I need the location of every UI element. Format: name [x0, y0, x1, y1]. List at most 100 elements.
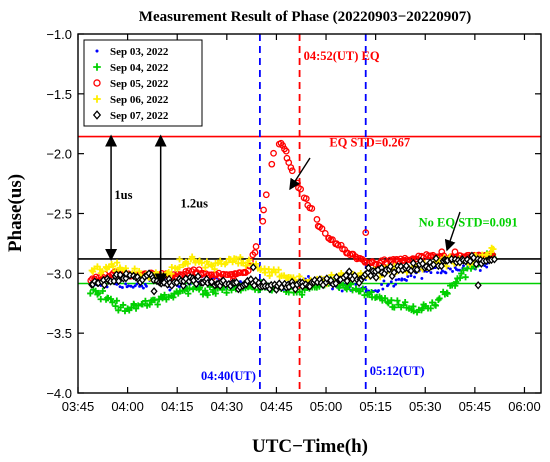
series-3-point	[296, 273, 303, 280]
series-0-point	[373, 289, 377, 293]
annotation-1: 1.2us	[181, 197, 209, 211]
series-1-point	[391, 304, 398, 311]
series-1-point	[204, 291, 211, 299]
x-tick-label: 05:00	[310, 399, 343, 414]
series-1-point	[462, 273, 469, 281]
series-0-point	[389, 280, 393, 284]
x-tick-label: 05:15	[359, 399, 392, 414]
reference-label-3: 04:40(UT)	[201, 369, 256, 383]
series-2-point	[270, 149, 277, 157]
annotation-0: 1us	[114, 188, 132, 202]
series-1-point	[154, 301, 161, 308]
series-1-point	[444, 290, 451, 297]
series-0-point	[436, 271, 439, 275]
legend-box	[83, 39, 203, 127]
series-2-point	[334, 241, 342, 249]
pointer-arrow-1	[444, 211, 461, 252]
series-4-point	[100, 280, 108, 290]
series-2-point	[260, 206, 267, 214]
series-2-point	[259, 217, 267, 225]
series-3-point	[135, 268, 143, 275]
series-1-point	[189, 285, 197, 293]
y-tick-label: −2.5	[46, 207, 72, 222]
series-2-outlier	[438, 248, 446, 256]
series-0-point	[145, 284, 148, 288]
legend-marker-3	[93, 95, 101, 103]
series-1-point	[99, 287, 106, 295]
series-4-point	[179, 281, 187, 290]
series-1-point	[113, 297, 121, 304]
series-1-point	[436, 295, 443, 302]
series-2-point	[287, 164, 295, 171]
y-tick-label: −1.0	[46, 27, 72, 42]
series-1-point	[223, 289, 230, 296]
series-0-point	[129, 284, 133, 288]
series-1-point	[112, 302, 119, 310]
series-1-point	[184, 290, 192, 297]
series-3-point	[229, 258, 236, 266]
series-3-point	[490, 245, 497, 253]
series-1-point	[142, 297, 149, 305]
series-1-point	[186, 285, 193, 292]
series-3-point	[223, 259, 230, 266]
series-1-point	[170, 294, 177, 301]
series-3-point	[245, 256, 253, 264]
series-4-points	[88, 251, 499, 296]
series-4-outlier	[249, 263, 257, 272]
series-4-point	[413, 265, 421, 274]
series-1-point	[359, 285, 367, 292]
series-3-point	[131, 265, 138, 272]
series-4-outlier	[150, 287, 158, 296]
series-2-point	[337, 241, 345, 249]
series-1-point	[95, 289, 102, 297]
series-4-point	[364, 263, 373, 273]
series-4-outlier	[474, 281, 482, 290]
y-axis-label: Phase(us)	[5, 174, 26, 252]
pointer-arrow-0	[289, 157, 311, 191]
series-2-point	[321, 229, 329, 237]
y-tick-label: −3.0	[46, 266, 72, 281]
series-2-point	[308, 205, 316, 212]
series-0-point	[420, 277, 424, 280]
series-3-point	[168, 270, 175, 277]
series-0-point	[462, 264, 465, 268]
series-4-point	[432, 254, 440, 263]
plot-area: 04:40(UT) 04:52(UT) EQ 05:12(UT) 1us 1.2us EQ…	[78, 34, 541, 393]
series-0-point	[441, 269, 444, 273]
series-1-point	[452, 278, 460, 286]
series-1-point	[458, 270, 465, 277]
series-4-point	[409, 258, 417, 268]
x-tick-label: 04:00	[111, 399, 144, 414]
annotation-3: No EQ STD=0.091	[419, 216, 518, 230]
series-3-point	[237, 254, 244, 261]
series-1-point	[451, 282, 459, 289]
series-0-point	[120, 286, 124, 289]
series-1-point	[343, 286, 350, 293]
series-4-point	[490, 255, 499, 264]
series-4-point	[232, 278, 241, 287]
x-axis-label: UTC−Time(h)	[252, 436, 368, 457]
annotation-2: EQ STD=0.267	[329, 135, 410, 149]
y-tick-label: −2.0	[46, 147, 72, 162]
legend-label-1: Sep 04, 2022	[110, 62, 169, 74]
series-0-point	[409, 274, 413, 278]
series-1-point	[460, 267, 467, 274]
series-0-point	[377, 289, 380, 293]
series-1-point	[347, 281, 355, 288]
series-0-point	[444, 271, 448, 275]
series-1-point	[394, 297, 401, 304]
series-0-point	[400, 277, 404, 281]
series-0-point	[387, 282, 390, 286]
x-tick-label: 05:30	[409, 399, 442, 414]
series-1-point	[427, 305, 434, 312]
series-0-point	[127, 284, 130, 288]
series-3-point	[109, 263, 117, 270]
series-2-point	[252, 243, 260, 250]
series-3-point	[176, 256, 183, 263]
series-4-point	[386, 262, 395, 271]
series-2-point	[251, 249, 259, 256]
series-4-point	[430, 260, 438, 269]
legend-marker-2	[93, 79, 101, 87]
series-3-point	[266, 272, 273, 280]
